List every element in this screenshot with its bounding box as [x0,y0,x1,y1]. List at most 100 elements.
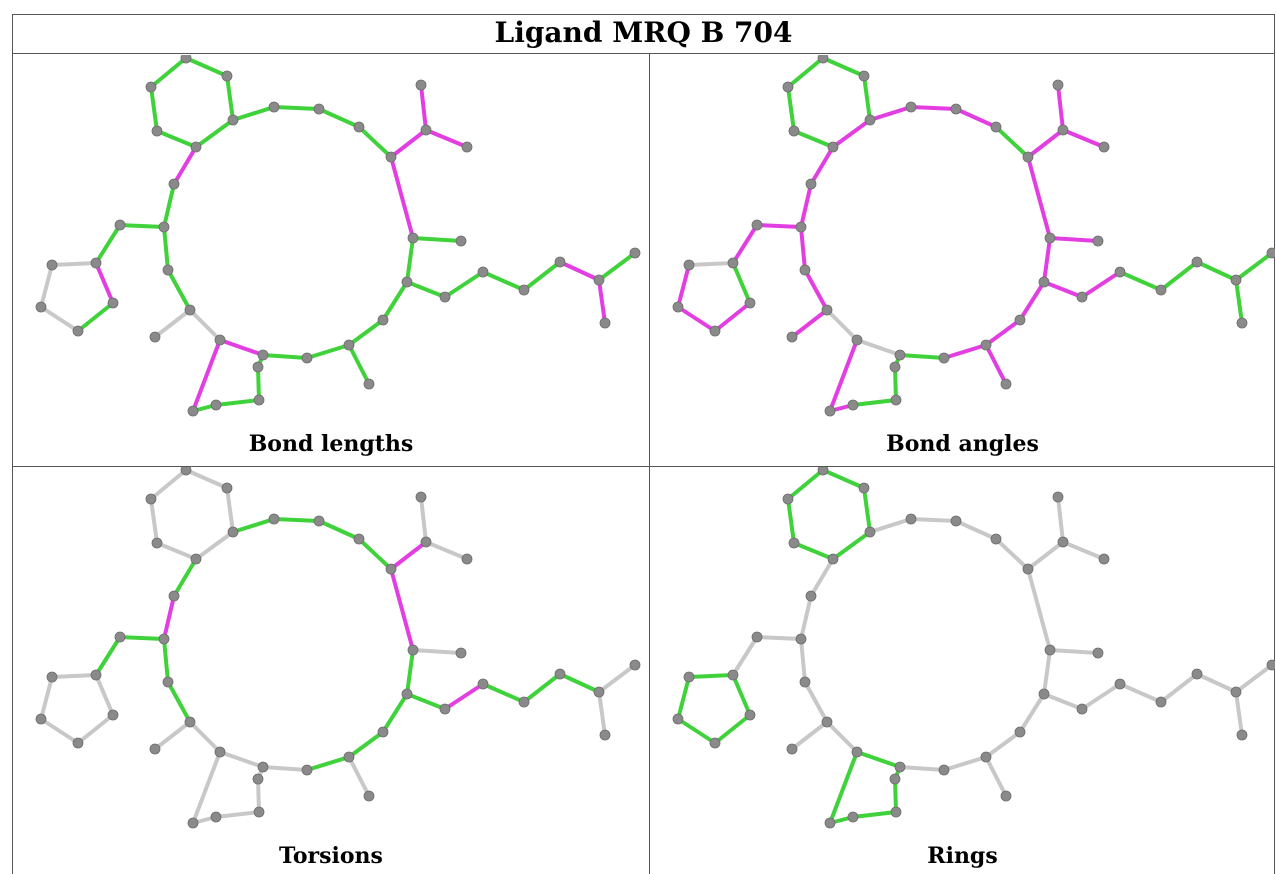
bond-m9-m10 [898,353,946,360]
atom-m15 [805,590,817,602]
atom-h6 [46,259,58,271]
atom-e6 [593,686,605,698]
atom-e2 [439,291,451,303]
atom-m8 [343,751,355,763]
atom-m14 [795,633,807,645]
atom-m13 [799,676,811,688]
bond-h6-h2 [687,673,735,679]
bond-p1-m11 [191,750,222,825]
atom-p2 [210,811,222,823]
bond-e5-e6 [1195,260,1238,282]
bond-b4-b5 [155,129,198,149]
atom-m9 [938,764,950,776]
atom-e6 [593,274,605,286]
molecule-diagram-rings [672,467,1275,829]
atom-s1 [786,743,798,755]
atom-m6 [1038,276,1050,288]
bond-m8-m9 [305,343,351,360]
bond-e5-e6 [1195,672,1238,694]
atom-i3 [461,141,473,153]
bond-b1-b2 [184,56,229,78]
bond-e6-e7 [1234,663,1274,694]
atom-b3 [227,526,239,538]
atom-m7 [1014,726,1026,738]
atom-b2 [221,70,233,82]
atom-m2 [313,103,325,115]
atom-m4 [385,563,397,575]
atom-b1 [180,467,192,476]
atom-b6 [782,81,794,93]
atom-s2 [363,378,375,390]
table-title: Ligand MRQ B 704 [12,14,1275,54]
bond-i1-i2 [1056,83,1065,132]
atom-s2 [1000,790,1012,802]
atom-e3 [1114,678,1126,690]
atom-b1 [180,55,192,64]
atom-m10 [257,761,269,773]
atom-e1 [1092,235,1104,247]
atom-m14 [158,221,170,233]
bond-m8-m9 [942,755,988,772]
atom-m15 [168,590,180,602]
bond-m6-e2 [405,692,447,711]
atom-e7 [1266,659,1275,671]
bond-e4-e5 [1159,260,1199,292]
atom-p3 [253,806,265,818]
atom-e2 [1076,291,1088,303]
atom-m5 [1044,232,1056,244]
atom-m4 [385,151,397,163]
panel-caption: Torsions [279,843,383,869]
bond-m8-m9 [305,755,351,772]
atom-h5 [35,713,47,725]
atom-m9 [938,352,950,364]
bond-h4-h5 [676,305,717,333]
bond-b5-b6 [786,497,796,545]
bond-m12-m13 [166,680,192,724]
atom-p4 [889,773,901,785]
atom-m3 [990,533,1002,545]
atom-m2 [950,103,962,115]
atom-m13 [162,676,174,688]
atom-h5 [672,713,684,725]
atom-e8 [1236,729,1248,741]
atom-m3 [353,121,365,133]
bond-m1-m2 [909,105,958,111]
atom-m7 [377,314,389,326]
atom-s1 [149,331,161,343]
bond-h2-h3 [94,673,115,717]
bond-m9-m10 [261,353,309,360]
bond-m4-i1 [389,128,428,159]
atom-m8 [980,751,992,763]
bond-b1-b2 [184,468,229,490]
bond-m14-h1 [118,635,166,641]
bond-h4-h5 [676,717,717,745]
atom-h1 [751,219,763,231]
bond-e6-e7 [597,251,637,282]
atom-m2 [313,515,325,527]
panel-bond-angles: Bond angles [650,55,1275,466]
bond-m12-m13 [166,268,192,312]
bond-h5-h6 [676,263,691,309]
bond-h2-h3 [94,261,115,305]
atom-m7 [1014,314,1026,326]
bond-b6-b1 [786,468,825,501]
atom-p3 [890,394,902,406]
bond-h3-h4 [713,713,752,745]
atom-h4 [72,737,84,749]
bond-i1-i2 [419,83,428,132]
bond-m12-s1 [790,308,829,339]
bond-h1-h2 [731,223,759,265]
bond-b2-b3 [862,74,872,122]
bond-m3-m4 [994,537,1030,571]
bond-m14-h1 [118,223,166,229]
bond-p1-m11 [191,338,222,413]
bond-e6-e8 [597,278,607,325]
atom-m5 [407,644,419,656]
atom-p4 [889,361,901,373]
bond-h4-h5 [39,717,80,745]
bond-m5-e1 [1048,236,1100,243]
bond-e3-e4 [1118,270,1163,292]
atom-b6 [782,493,794,505]
atom-m13 [162,264,174,276]
atom-h3 [744,297,756,309]
